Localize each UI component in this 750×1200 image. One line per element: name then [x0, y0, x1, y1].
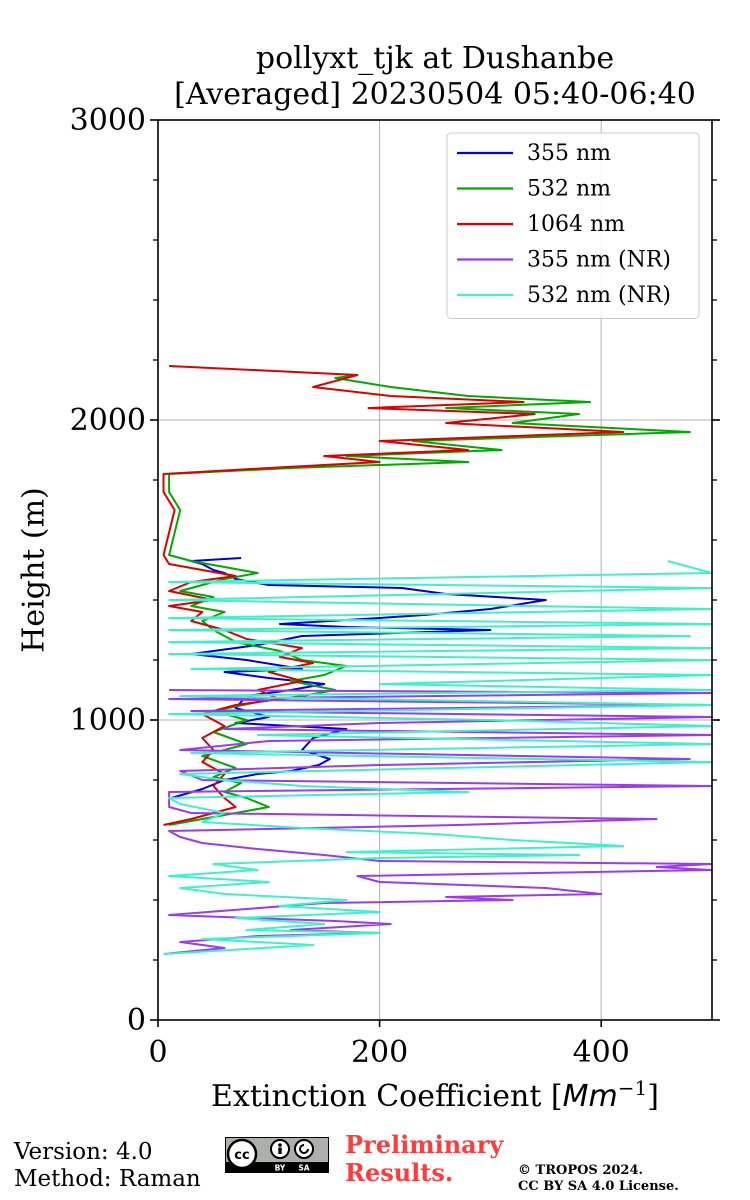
x-tick-label: 0 — [148, 1035, 167, 1070]
series-line-532-nm — [168, 374, 691, 826]
x-axis-label: Extinction Coefficient [Mm−1] — [158, 1076, 712, 1114]
legend: 355 nm 532 nm 1064 nm 355 nm (NR) 532 nm (NR… — [446, 132, 700, 319]
series-line-532-nm-nr- — [163, 560, 712, 955]
y-tick-label: 0 — [127, 1003, 146, 1038]
axis-ticks: 0 200 400 0 1000 2000 3000 — [70, 103, 720, 1070]
footer-info: Version: 4.0 Method: Raman — [14, 1139, 201, 1193]
copyright-line1: © TROPOS 2024. — [518, 1163, 644, 1178]
legend-label: 355 nm (NR) — [527, 248, 671, 273]
svg-text:BY: BY — [275, 1164, 286, 1173]
x-axis-label-suffix: ] — [647, 1079, 659, 1114]
preliminary-line1: Preliminary — [345, 1130, 504, 1159]
chart-title-line2: [Averaged] 20230504 05:40-06:40 — [174, 77, 696, 112]
chart-title-line1: pollyxt_tjk at Dushanbe — [255, 41, 615, 76]
svg-text:cc: cc — [234, 1148, 249, 1163]
x-tick-label: 200 — [351, 1035, 408, 1070]
series-layer — [162, 365, 712, 955]
legend-label: 355 nm — [527, 141, 611, 166]
preliminary-notice: Preliminary Results. — [345, 1131, 503, 1187]
method-text: Method: Raman — [14, 1166, 201, 1192]
x-axis-label-exponent: −1 — [617, 1076, 648, 1100]
legend-box — [446, 132, 700, 319]
version-text: Version: 4.0 — [14, 1139, 153, 1165]
y-tick-label: 3000 — [70, 103, 146, 138]
legend-label: 532 nm (NR) — [527, 283, 671, 308]
x-axis-label-unit: Mm — [562, 1079, 618, 1114]
legend-label: 532 nm — [527, 177, 611, 202]
series-line-355-nm-nr- — [163, 689, 712, 955]
y-tick-label: 1000 — [70, 703, 146, 738]
y-tick-label: 2000 — [70, 403, 146, 438]
x-tick-label: 400 — [573, 1035, 630, 1070]
copyright-line2: CC BY SA 4.0 License. — [518, 1179, 679, 1194]
plot-frame — [157, 119, 713, 1021]
legend-label: 1064 nm — [527, 212, 625, 237]
x-axis-label-prefix: Extinction Coefficient [ — [211, 1079, 563, 1114]
svg-text:SA: SA — [298, 1164, 309, 1173]
preliminary-line2: Results. — [345, 1158, 454, 1187]
cc-by-sa-icon: cc BY SA — [225, 1137, 329, 1173]
copyright-notice: © TROPOS 2024. CC BY SA 4.0 License. — [518, 1163, 679, 1195]
y-axis-label: Height (m) — [16, 487, 52, 653]
